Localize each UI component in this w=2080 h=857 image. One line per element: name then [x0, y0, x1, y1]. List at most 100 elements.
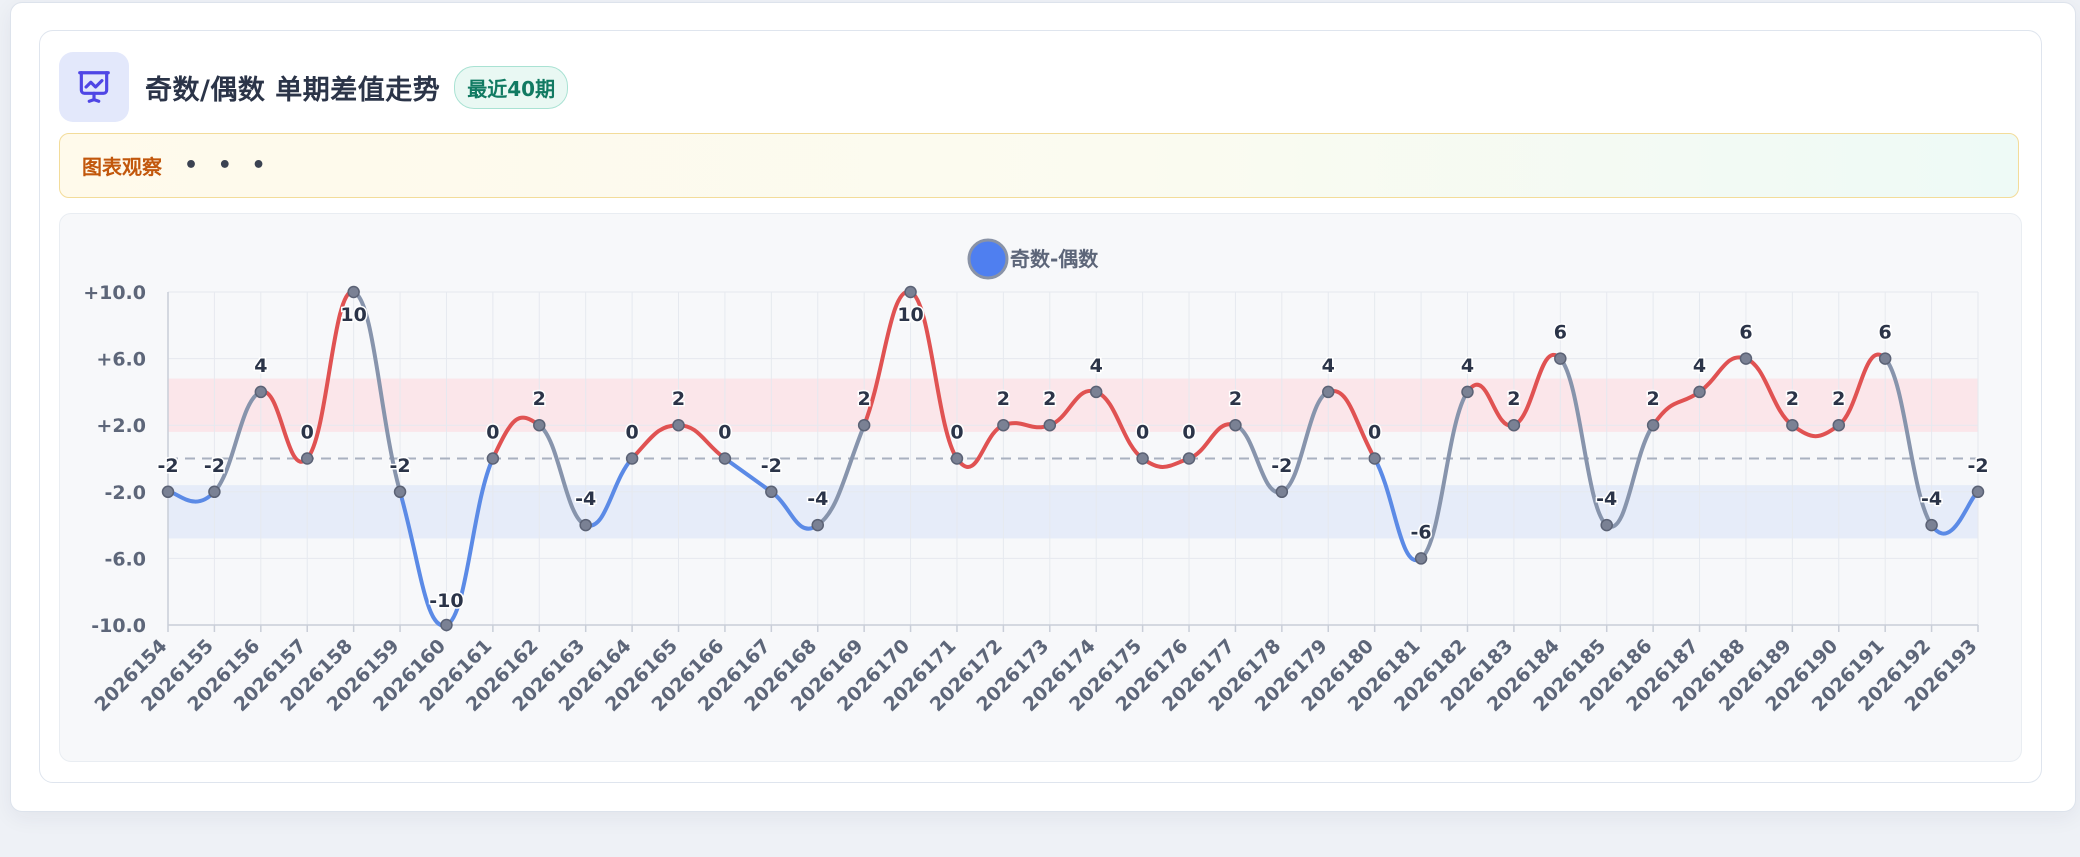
data-label: 2: [1647, 388, 1660, 410]
data-label: -6: [1411, 521, 1432, 543]
data-point: [1925, 518, 1938, 532]
card-header: 奇数/偶数 单期差值走势 最近40期: [59, 52, 569, 122]
data-point: [1878, 352, 1892, 365]
data-label: -2: [157, 455, 178, 477]
observation-panel[interactable]: 图表观察 • • •: [59, 133, 2019, 198]
series-line-segment: [769, 489, 820, 531]
data-point: [1693, 385, 1706, 399]
series-line-segment: [954, 423, 1006, 469]
data-label: 0: [486, 422, 499, 444]
data-point: [1368, 452, 1381, 465]
y-tick-label: +2.0: [96, 415, 146, 437]
data-point: [1043, 418, 1057, 432]
data-label: 0: [301, 422, 314, 444]
data-label: 2: [997, 388, 1010, 410]
data-label: 0: [950, 422, 963, 444]
series-line-segment: [815, 423, 867, 528]
more-dots-icon[interactable]: • • •: [184, 153, 272, 178]
data-point: [857, 418, 871, 432]
series-line-segment: [258, 389, 310, 464]
data-label: -4: [1921, 488, 1942, 510]
series-line-segment: [1372, 456, 1424, 563]
data-point: [254, 385, 268, 399]
data-point: [718, 452, 732, 465]
data-point: [672, 418, 685, 432]
data-point: [1786, 418, 1799, 432]
data-label: 2: [1832, 388, 1845, 410]
legend-label: 奇数-偶数: [1010, 247, 1099, 271]
data-point: [1739, 352, 1753, 365]
data-point: [533, 418, 546, 432]
data-point: [208, 485, 221, 499]
y-tick-label: -2.0: [104, 482, 146, 504]
data-label: 10: [897, 304, 923, 326]
data-point: [1136, 452, 1149, 465]
data-point: [997, 418, 1010, 432]
data-label: 4: [1090, 355, 1103, 377]
data-point: [486, 452, 500, 465]
series-line-segment: [908, 290, 959, 461]
data-point: [1322, 385, 1335, 399]
data-point: [1600, 518, 1613, 532]
data-label: 4: [1322, 355, 1335, 377]
data-point: [950, 452, 964, 465]
series-line-segment: [398, 489, 449, 628]
observation-title: 图表观察: [82, 155, 162, 179]
data-label: 2: [533, 388, 546, 410]
series-line-segment: [862, 289, 913, 428]
data-point: [440, 618, 453, 632]
data-point: [579, 518, 592, 532]
data-label: 2: [1786, 388, 1799, 410]
data-point: [904, 285, 917, 299]
data-label: 0: [1136, 422, 1149, 444]
data-point: [1275, 485, 1289, 499]
data-point: [1832, 418, 1846, 432]
series-line-segment: [305, 290, 356, 461]
data-point: [1461, 385, 1474, 399]
series-line-segment: [1604, 423, 1656, 529]
data-point: [1414, 552, 1428, 565]
series-line-segment: [1883, 356, 1934, 528]
series-line-segment: [1094, 389, 1145, 461]
data-point: [347, 285, 360, 299]
series-line-segment: [1743, 356, 1795, 428]
series-line-segment: [1419, 389, 1470, 561]
y-tick-label: -10.0: [91, 615, 146, 637]
series-line-segment: [1140, 456, 1192, 469]
data-label: 10: [340, 304, 366, 326]
data-point: [1182, 452, 1196, 465]
presentation-chart-icon: [59, 52, 129, 122]
data-label: 0: [1368, 422, 1381, 444]
data-label: -2: [1271, 455, 1292, 477]
data-point: [393, 485, 407, 499]
data-label: -2: [204, 455, 225, 477]
data-label: 2: [1507, 388, 1520, 410]
series-line-segment: [1511, 353, 1563, 428]
series-line-segment: [351, 290, 403, 494]
series-line-segment: [1836, 352, 1888, 428]
data-label: 2: [1229, 388, 1242, 410]
data-label: -2: [389, 455, 410, 477]
data-label: 4: [1461, 355, 1474, 377]
series-line-segment: [444, 456, 495, 627]
data-point: [1507, 418, 1521, 432]
lower-band: [168, 485, 1978, 539]
data-point: [1646, 418, 1660, 432]
data-point: [1229, 418, 1242, 432]
data-label: 4: [1693, 355, 1706, 377]
data-label: 0: [718, 422, 731, 444]
series-line-segment: [1558, 356, 1609, 528]
data-label: 4: [254, 355, 267, 377]
data-point: [1554, 352, 1567, 365]
series-line-segment: [490, 415, 542, 461]
data-label: 0: [1182, 422, 1195, 444]
data-label: -4: [1596, 488, 1617, 510]
data-label: -10: [429, 590, 463, 612]
series-line-segment: [1279, 389, 1331, 494]
data-point: [811, 518, 824, 532]
data-point: [625, 452, 639, 465]
series-line-segment: [537, 423, 588, 528]
data-point: [1971, 485, 1985, 499]
period-badge: 最近40期: [454, 65, 569, 109]
